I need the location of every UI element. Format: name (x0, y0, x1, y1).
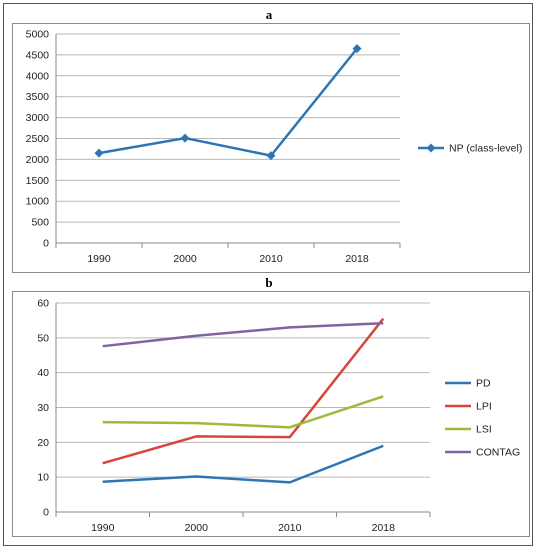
y-tick-label: 30 (37, 402, 49, 414)
series-line-lpi (102, 317, 385, 465)
y-tick-label: 3500 (26, 91, 50, 103)
y-tick-label: 4500 (26, 49, 50, 61)
legend-marker (426, 143, 436, 153)
y-tick-label: 2000 (26, 154, 50, 166)
data-point (180, 133, 190, 143)
legend-label: LSI (476, 424, 492, 436)
legend-label: NP (class-level) (449, 143, 522, 155)
y-tick-label: 60 (37, 298, 49, 310)
y-tick-label: 3000 (26, 112, 50, 124)
y-tick-label: 50 (37, 332, 49, 344)
x-tick-label: 2018 (345, 253, 369, 265)
series-line-pd (102, 444, 384, 484)
y-tick-label: 2500 (26, 133, 50, 145)
x-tick-label: 1990 (91, 522, 115, 534)
y-tick-label: 500 (31, 217, 49, 229)
chart-a-title: a (265, 7, 273, 22)
y-tick-label: 0 (43, 507, 49, 519)
series-line-contag (102, 321, 384, 348)
data-point (352, 44, 362, 54)
x-tick-label: 1990 (87, 253, 111, 265)
y-tick-label: 4000 (26, 70, 50, 82)
x-tick-label: 2000 (173, 253, 197, 265)
y-tick-label: 10 (37, 472, 49, 484)
x-tick-label: 2010 (278, 522, 302, 534)
legend-label: CONTAG (476, 447, 520, 459)
legend-label: PD (476, 378, 491, 390)
figure-frame (3, 3, 533, 546)
series-line-np-class-level- (98, 47, 358, 157)
data-point (94, 148, 104, 158)
y-tick-label: 1500 (26, 175, 50, 187)
x-tick-label: 2018 (372, 522, 396, 534)
x-tick-label: 2000 (185, 522, 209, 534)
chart-panel-b (12, 291, 530, 537)
x-tick-label: 2010 (259, 253, 283, 265)
y-tick-label: 1000 (26, 196, 50, 208)
y-tick-label: 5000 (26, 29, 50, 41)
data-point (266, 151, 276, 161)
series-line-lsi (102, 395, 384, 429)
y-tick-label: 20 (37, 437, 49, 449)
y-tick-label: 40 (37, 367, 49, 379)
chart-b-title: b (265, 275, 273, 290)
y-tick-label: 0 (43, 238, 49, 250)
legend-label: LPI (476, 401, 492, 413)
